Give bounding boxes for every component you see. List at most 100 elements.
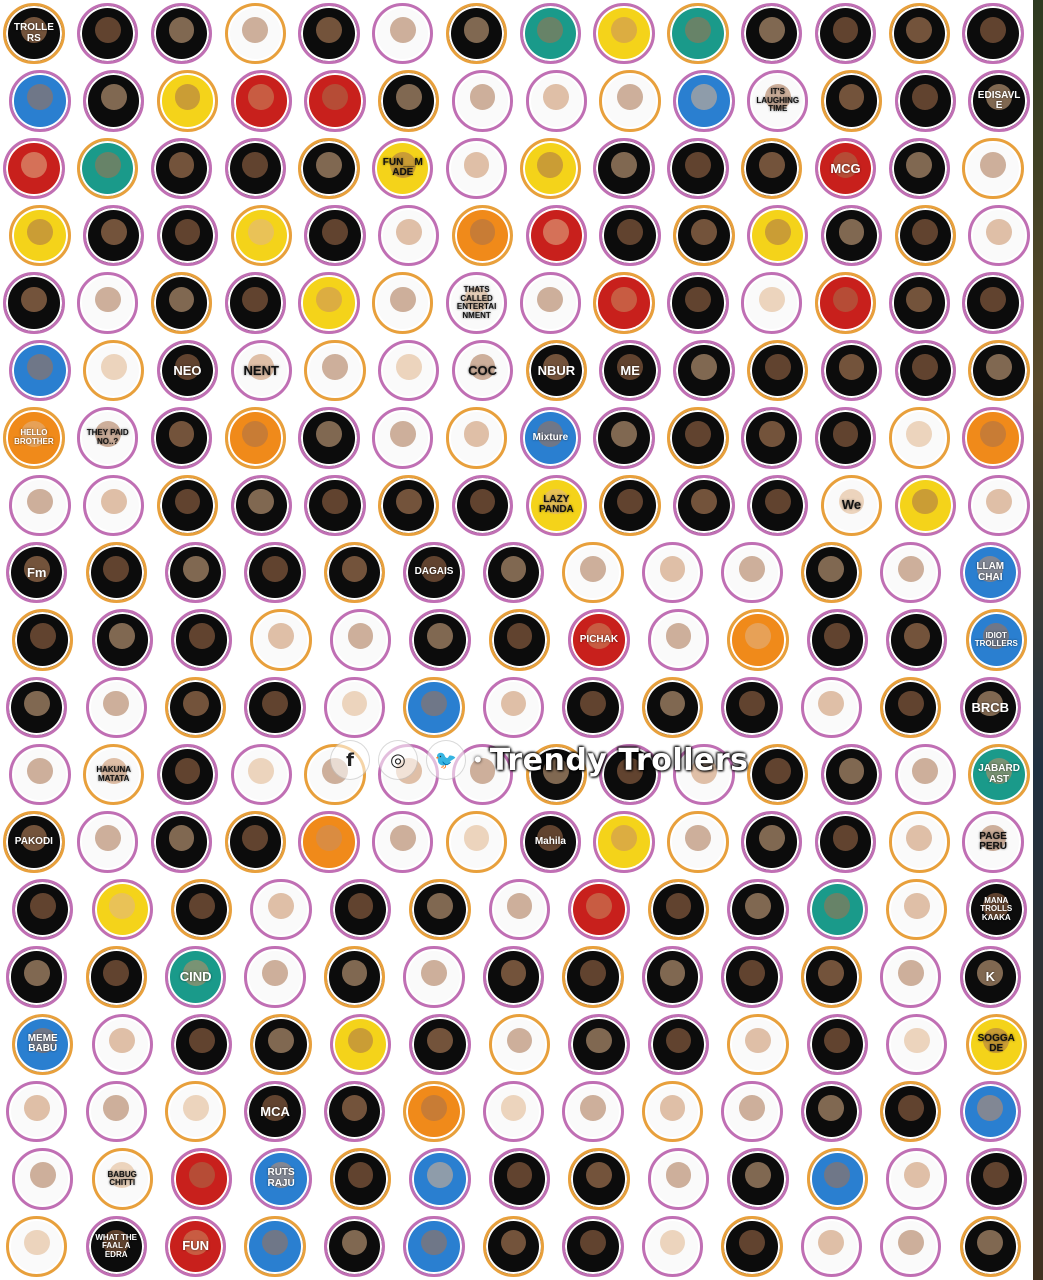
badge-artwork xyxy=(665,1027,692,1054)
badge-artwork xyxy=(685,151,711,178)
badge-artwork xyxy=(758,421,785,447)
channel-logo-badge xyxy=(91,609,153,671)
channel-logo-badge xyxy=(403,676,465,739)
channel-logo-badge xyxy=(599,205,661,267)
channel-logo-badge xyxy=(568,1148,630,1210)
channel-logo-badge xyxy=(562,1215,624,1277)
badge-label: PICHAK xyxy=(579,633,619,645)
channel-logo-badge xyxy=(519,137,582,200)
channel-logo-badge: FUN__MADE xyxy=(372,137,434,200)
channel-logo-badge xyxy=(451,205,514,267)
channel-logo-badge xyxy=(741,137,803,200)
badge-artwork xyxy=(903,1162,930,1189)
badge-artwork xyxy=(100,84,127,111)
badge-artwork xyxy=(903,623,930,650)
badge-artwork xyxy=(395,353,422,380)
badge-artwork xyxy=(427,892,453,919)
channel-logo-badge xyxy=(721,946,783,1008)
badge-label: BABUG CHITTI xyxy=(107,1169,137,1187)
channel-logo-badge: HAKUNA MATATA xyxy=(82,744,145,806)
badge-artwork xyxy=(611,421,638,447)
channel-logo-badge xyxy=(76,3,139,65)
channel-logo-badge: IDIOT TROLLERS xyxy=(965,609,1027,671)
badge-artwork xyxy=(182,555,209,582)
badge-artwork xyxy=(395,488,422,515)
channel-logo-badge: LAZY PANDA xyxy=(525,474,588,536)
badge-artwork xyxy=(665,1162,692,1189)
channel-logo-badge xyxy=(250,1013,312,1075)
badge-label: EDISAVLE xyxy=(977,89,1021,112)
channel-logo-badge xyxy=(673,339,735,402)
channel-logo-badge xyxy=(568,878,630,941)
channel-logo-badge xyxy=(962,407,1024,469)
badge-artwork xyxy=(611,286,638,313)
channel-logo-badge xyxy=(372,811,434,873)
badge-artwork xyxy=(824,1162,851,1189)
badge-artwork xyxy=(421,1094,447,1121)
channel-logo-badge xyxy=(525,205,588,267)
badge-artwork xyxy=(427,1027,453,1054)
badge-label: MANA TROLLS KAAKA xyxy=(980,895,1013,922)
channel-logo-badge xyxy=(3,137,65,200)
badge-artwork xyxy=(977,690,1004,717)
badge-label: NBUR xyxy=(537,362,576,378)
channel-logo-badge xyxy=(647,1148,710,1210)
badge-artwork xyxy=(986,353,1012,380)
badge-label: FUN__MADE xyxy=(382,156,423,179)
badge-artwork xyxy=(421,555,447,582)
badge-artwork xyxy=(168,151,195,178)
badge-artwork xyxy=(818,690,845,717)
badge-artwork xyxy=(389,286,416,313)
badge-artwork xyxy=(322,488,348,515)
channel-logo-badge: COC xyxy=(451,339,514,402)
badge-artwork xyxy=(389,421,416,447)
badge-artwork xyxy=(20,825,47,852)
channel-logo-badge xyxy=(156,474,219,536)
channel-logo-badge xyxy=(599,474,661,536)
channel-logo-badge xyxy=(76,272,139,334)
badge-artwork xyxy=(188,1027,215,1054)
badge-artwork xyxy=(100,353,127,380)
badge-artwork xyxy=(764,219,791,245)
channel-logo-badge: TROLLERS xyxy=(3,3,65,65)
channel-logo-badge xyxy=(641,1080,704,1143)
channel-logo-badge xyxy=(82,205,145,267)
channel-logo-badge xyxy=(888,811,950,873)
badge-artwork xyxy=(109,1027,136,1054)
badge-artwork xyxy=(26,758,53,784)
channel-logo-badge xyxy=(727,1013,789,1075)
badge-artwork xyxy=(691,488,717,515)
badge-artwork xyxy=(463,825,490,852)
channel-logo-badge: MCA xyxy=(244,1080,306,1143)
badge-artwork xyxy=(738,960,765,986)
badge-artwork xyxy=(182,960,209,986)
channel-logo-badge: JABARDAST xyxy=(968,744,1030,806)
channel-logo-badge xyxy=(482,1080,545,1143)
badge-artwork xyxy=(611,17,638,43)
badge-artwork xyxy=(94,286,121,313)
badge-artwork xyxy=(691,353,717,380)
channel-logo-badge xyxy=(894,205,956,267)
badge-artwork xyxy=(469,84,496,111)
badge-artwork xyxy=(903,892,930,919)
badge-artwork xyxy=(818,555,845,582)
channel-logo-badge xyxy=(409,1148,471,1210)
badge-label: LLAM CHAI xyxy=(976,561,1005,583)
channel-logo-badge xyxy=(525,744,588,806)
badge-label: NEO xyxy=(173,362,202,378)
badge-artwork xyxy=(611,151,638,178)
badge-artwork xyxy=(617,353,644,380)
badge-artwork xyxy=(421,690,447,717)
badge-artwork xyxy=(543,353,570,380)
badge-artwork xyxy=(977,1229,1004,1256)
badge-artwork xyxy=(838,219,865,245)
badge-artwork xyxy=(341,690,368,717)
badge-artwork xyxy=(100,219,127,245)
channel-logo-badge xyxy=(372,3,434,65)
badge-label: RUTS RAJU xyxy=(267,1167,295,1189)
badge-artwork xyxy=(316,825,342,852)
channel-logo-badge xyxy=(519,272,582,334)
badge-artwork xyxy=(168,421,195,447)
channel-logo-badge xyxy=(150,137,213,200)
badge-artwork xyxy=(580,555,606,582)
